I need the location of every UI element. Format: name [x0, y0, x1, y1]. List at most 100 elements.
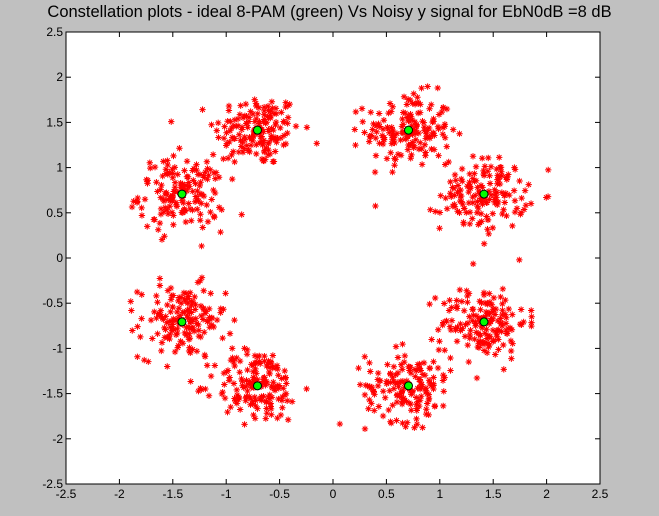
noisy-sample-point — [173, 308, 181, 316]
noisy-sample-point — [403, 398, 410, 405]
noisy-sample-point — [169, 303, 176, 311]
noisy-sample-point — [498, 311, 506, 319]
noisy-sample-point — [459, 178, 466, 185]
noisy-sample-point — [201, 329, 208, 336]
noisy-sample-point — [230, 148, 237, 155]
noisy-sample-point — [421, 124, 428, 131]
noisy-sample-point — [254, 405, 261, 412]
noisy-sample-point — [463, 209, 470, 216]
noisy-sample-point — [166, 335, 173, 343]
noisy-sample-point — [210, 323, 217, 331]
noisy-sample-point — [369, 126, 376, 133]
noisy-sample-point — [417, 367, 425, 374]
noisy-sample-point — [200, 174, 208, 181]
noisy-sample-point — [434, 364, 442, 372]
noisy-sample-point — [163, 196, 171, 203]
noisy-sample-point — [430, 374, 437, 381]
noisy-sample-point — [491, 186, 498, 193]
noisy-sample-point — [423, 406, 430, 413]
noisy-sample-point — [230, 358, 237, 366]
noisy-sample-point — [481, 330, 489, 337]
noisy-sample-point — [260, 137, 268, 144]
noisy-sample-point — [220, 155, 227, 163]
noisy-sample-point — [415, 376, 423, 383]
noisy-sample-point — [389, 374, 396, 381]
noisy-sample-point — [443, 143, 450, 150]
noisy-sample-point — [194, 171, 202, 178]
noisy-sample-point — [498, 189, 506, 196]
noisy-sample-point — [183, 173, 191, 181]
noisy-sample-point — [399, 419, 406, 427]
noisy-sample-point — [254, 353, 261, 360]
noisy-sample-point — [458, 298, 466, 305]
noisy-sample-point — [499, 300, 506, 308]
noisy-sample-point — [518, 194, 525, 202]
y-tick-label: -1 — [52, 341, 63, 355]
noisy-sample-point — [436, 225, 443, 232]
noisy-sample-point — [352, 141, 359, 149]
noisy-sample-point — [469, 306, 476, 313]
noisy-sample-point — [358, 105, 366, 112]
noisy-sample-point — [436, 209, 444, 216]
noisy-sample-point — [390, 363, 398, 370]
noisy-sample-point — [480, 167, 487, 175]
noisy-sample-point — [267, 114, 274, 122]
noisy-sample-point — [145, 358, 152, 365]
noisy-sample-point — [273, 362, 281, 369]
noisy-sample-point — [447, 326, 455, 334]
noisy-sample-point — [196, 190, 204, 198]
noisy-sample-point — [251, 96, 258, 103]
noisy-sample-point — [418, 84, 425, 92]
y-tick-label: 0.5 — [46, 206, 63, 220]
noisy-sample-point — [387, 370, 394, 377]
noisy-sample-point — [494, 180, 501, 187]
noisy-sample-point — [264, 360, 271, 368]
noisy-sample-point — [192, 193, 199, 200]
noisy-sample-point — [160, 196, 167, 203]
plot-area — [66, 32, 600, 484]
noisy-sample-point — [484, 168, 492, 175]
noisy-sample-point — [185, 293, 192, 300]
noisy-sample-point — [228, 134, 236, 141]
noisy-sample-point — [418, 393, 425, 400]
noisy-sample-point — [188, 302, 195, 309]
noisy-sample-point — [256, 358, 263, 365]
noisy-sample-point — [231, 395, 238, 402]
noisy-sample-point — [403, 101, 411, 108]
noisy-sample-point — [494, 201, 501, 209]
ideal-constellation-point — [252, 125, 262, 135]
noisy-sample-point — [313, 140, 320, 147]
noisy-sample-point — [215, 174, 223, 181]
noisy-sample-point — [174, 171, 181, 178]
noisy-sample-point — [224, 155, 232, 162]
noisy-sample-point — [261, 116, 268, 123]
noisy-sample-point — [500, 341, 507, 349]
noisy-sample-point — [464, 292, 471, 300]
noisy-sample-point — [375, 403, 383, 410]
noisy-sample-point — [425, 411, 432, 419]
noisy-sample-point — [259, 380, 267, 387]
ideal-constellation-point — [252, 381, 262, 391]
y-tick-label: 0 — [56, 251, 63, 265]
noisy-sample-point — [169, 321, 176, 328]
noisy-sample-point — [484, 226, 491, 233]
x-axis: -2.5 -2 -1.5 -1 -0.5 0 0.5 1 1.5 2 2.5 — [56, 32, 609, 501]
noisy-sample-point — [277, 134, 285, 142]
noisy-sample-point — [153, 314, 160, 322]
noisy-sample-point — [395, 383, 402, 390]
noisy-sample-point — [162, 326, 169, 333]
noisy-sample-point — [162, 313, 169, 320]
noisy-sample-point — [407, 364, 414, 371]
noisy-sample-point — [486, 290, 493, 297]
noisy-sample-point — [233, 386, 240, 394]
noisy-sample-point — [167, 323, 174, 331]
noisy-sample-point — [385, 406, 392, 414]
noisy-sample-point — [425, 124, 433, 132]
noisy-sample-point — [441, 374, 448, 381]
noisy-sample-point — [171, 179, 179, 186]
x-tick-label: -0.5 — [269, 487, 290, 501]
noisy-sample-point — [407, 155, 414, 162]
noisy-sample-point — [476, 332, 484, 339]
noisy-sample-point — [489, 326, 497, 334]
noisy-sample-point — [141, 196, 149, 203]
